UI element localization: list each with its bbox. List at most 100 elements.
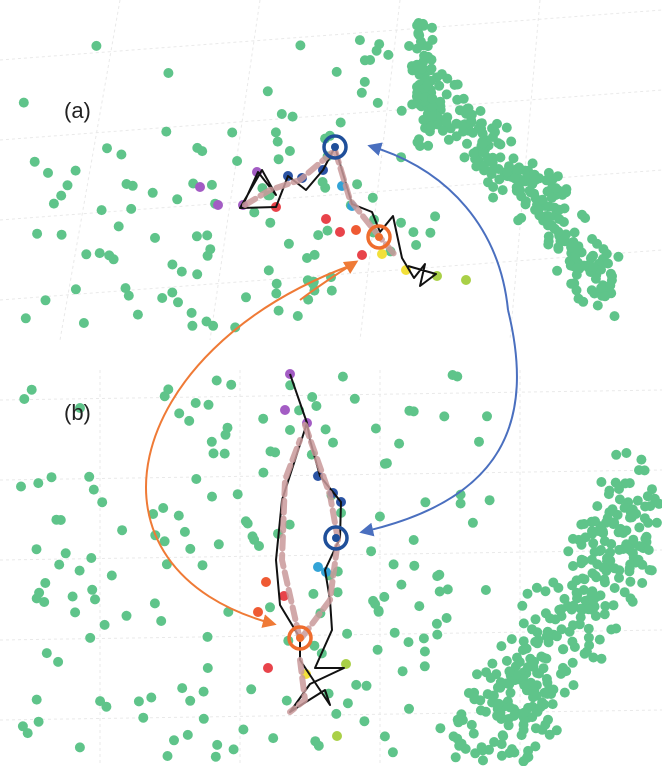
green-point	[498, 731, 509, 742]
green-point	[608, 600, 619, 611]
connector-orange-arrow	[145, 264, 353, 628]
green-point	[374, 511, 385, 522]
green-point	[590, 273, 601, 284]
green-point	[548, 684, 559, 695]
colored-points	[195, 165, 471, 741]
green-point	[33, 716, 44, 727]
green-point	[176, 266, 187, 277]
green-point	[281, 695, 292, 706]
green-point	[156, 616, 167, 626]
green-point	[432, 629, 443, 640]
green-point	[246, 684, 257, 695]
green-point	[554, 604, 565, 615]
green-point	[138, 712, 149, 723]
green-point	[309, 249, 320, 260]
green-point	[383, 49, 394, 60]
green-point	[263, 265, 274, 276]
green-point	[522, 751, 533, 761]
green-point	[313, 230, 324, 241]
green-point	[16, 481, 26, 492]
green-point	[54, 559, 65, 570]
green-point	[227, 127, 238, 138]
green-point	[242, 518, 253, 529]
green-point	[462, 138, 472, 149]
green-point	[238, 724, 249, 735]
green-point	[530, 741, 541, 752]
connector-blue-arrow	[359, 309, 518, 537]
green-point	[185, 695, 196, 706]
highlight-blue-b	[323, 525, 349, 551]
green-point	[466, 719, 477, 730]
green-point	[101, 701, 112, 712]
green-point	[309, 640, 320, 651]
green-point	[67, 591, 78, 602]
green-point	[271, 288, 282, 299]
green-point	[335, 117, 346, 128]
green-point	[578, 555, 589, 566]
green-point	[120, 283, 131, 294]
green-point	[558, 644, 568, 655]
green-point	[317, 177, 328, 187]
green-point	[372, 97, 383, 108]
green-point	[102, 143, 112, 154]
green-point	[634, 541, 645, 552]
green-point	[594, 634, 605, 645]
green-point	[55, 515, 66, 525]
green-point	[326, 285, 337, 296]
green-point	[265, 446, 276, 457]
green-point	[538, 652, 549, 663]
green-point	[303, 294, 314, 305]
green-point	[230, 322, 241, 333]
green-point	[441, 117, 452, 128]
green-point	[609, 583, 620, 593]
green-point	[600, 291, 611, 302]
green-point	[643, 545, 654, 555]
green-point	[370, 423, 381, 434]
green-point	[265, 217, 276, 228]
green-point	[425, 227, 436, 238]
colored-point	[261, 577, 271, 587]
green-point	[463, 103, 474, 114]
green-point	[496, 641, 507, 652]
green-point	[568, 680, 579, 691]
green-point	[210, 751, 221, 762]
green-point	[579, 519, 590, 529]
green-point	[580, 213, 591, 223]
green-point	[146, 692, 157, 703]
flow-arrow-b-tail	[287, 657, 308, 715]
green-point	[627, 509, 638, 520]
green-point	[148, 509, 159, 519]
green-point	[361, 680, 372, 691]
green-point	[501, 655, 512, 666]
green-point	[161, 559, 172, 570]
green-point	[567, 636, 578, 647]
green-point	[97, 497, 108, 508]
green-point	[167, 259, 178, 270]
green-point	[407, 99, 418, 110]
green-point	[94, 248, 105, 259]
green-point	[575, 612, 586, 623]
green-point	[379, 591, 390, 602]
green-point	[249, 534, 260, 545]
green-point	[643, 517, 654, 528]
green-point	[568, 533, 578, 544]
green-point	[32, 228, 43, 239]
highlight-orange-a	[366, 224, 392, 250]
green-point	[596, 653, 607, 664]
green-point	[179, 526, 190, 537]
green-point	[457, 120, 468, 131]
connector-blue-arrow-top	[367, 142, 509, 311]
green-point	[203, 399, 214, 410]
green-point	[495, 139, 506, 150]
green-point	[106, 570, 117, 581]
green-point	[121, 610, 132, 621]
green-point	[583, 632, 594, 643]
green-point	[478, 755, 488, 766]
colored-point	[377, 249, 387, 259]
green-point	[441, 613, 452, 623]
green-point	[422, 41, 433, 52]
green-point	[202, 230, 213, 241]
green-point	[609, 517, 620, 528]
green-point	[588, 262, 599, 272]
green-point	[351, 679, 362, 690]
